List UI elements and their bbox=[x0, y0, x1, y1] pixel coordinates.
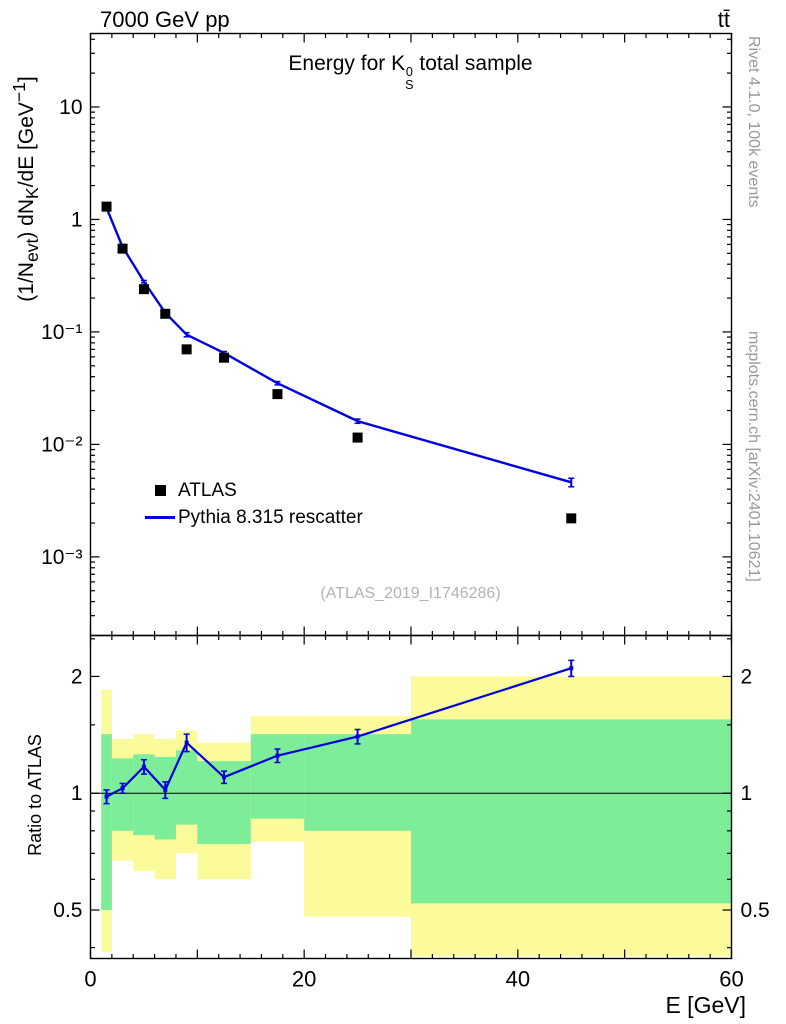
svg-text:60: 60 bbox=[719, 967, 743, 992]
svg-text:2: 2 bbox=[741, 665, 753, 688]
analysis-id-watermark: (ATLAS_2019_I1746286) bbox=[320, 585, 501, 602]
svg-text:1: 1 bbox=[71, 208, 83, 231]
legend-item-pythia: Pythia 8.315 rescatter bbox=[142, 504, 363, 531]
x-axis-label: E [GeV] bbox=[665, 992, 746, 1018]
mcplots-citation-note: mcplots.cern.ch [arXiv:2401.10621] bbox=[745, 331, 762, 582]
legend-item-atlas: ATLAS bbox=[142, 477, 363, 504]
legend-marker-box bbox=[142, 485, 178, 496]
legend-marker-box bbox=[142, 516, 178, 519]
process-label: tt̄ bbox=[717, 7, 730, 32]
beam-energy-label: 7000 GeV pp bbox=[100, 7, 230, 32]
svg-text:0.5: 0.5 bbox=[53, 899, 82, 922]
svg-text:20: 20 bbox=[292, 967, 316, 992]
svg-text:1: 1 bbox=[741, 782, 753, 805]
ratio-y-axis-label: Ratio to ATLAS bbox=[25, 734, 45, 856]
svg-text:0.5: 0.5 bbox=[741, 899, 770, 922]
main-y-axis-label: (1/Nevt) dNK/dE [GeV−1] bbox=[9, 76, 43, 302]
svg-text:10⁻²: 10⁻² bbox=[41, 433, 82, 456]
svg-text:10⁻¹: 10⁻¹ bbox=[41, 321, 82, 344]
svg-text:1: 1 bbox=[71, 782, 83, 805]
pythia-line-icon bbox=[145, 516, 175, 519]
svg-text:2: 2 bbox=[71, 665, 83, 688]
svg-text:40: 40 bbox=[506, 967, 530, 992]
svg-text:10⁻³: 10⁻³ bbox=[41, 546, 82, 569]
rivet-version-note: Rivet 4.1.0, 100k events bbox=[745, 36, 762, 208]
atlas-square-marker-icon bbox=[154, 485, 166, 496]
svg-text:0: 0 bbox=[84, 967, 96, 992]
svg-text:10: 10 bbox=[59, 96, 82, 119]
legend: ATLAS Pythia 8.315 rescatter bbox=[142, 477, 363, 531]
legend-label-pythia: Pythia 8.315 rescatter bbox=[178, 506, 363, 528]
legend-label-atlas: ATLAS bbox=[178, 479, 237, 501]
